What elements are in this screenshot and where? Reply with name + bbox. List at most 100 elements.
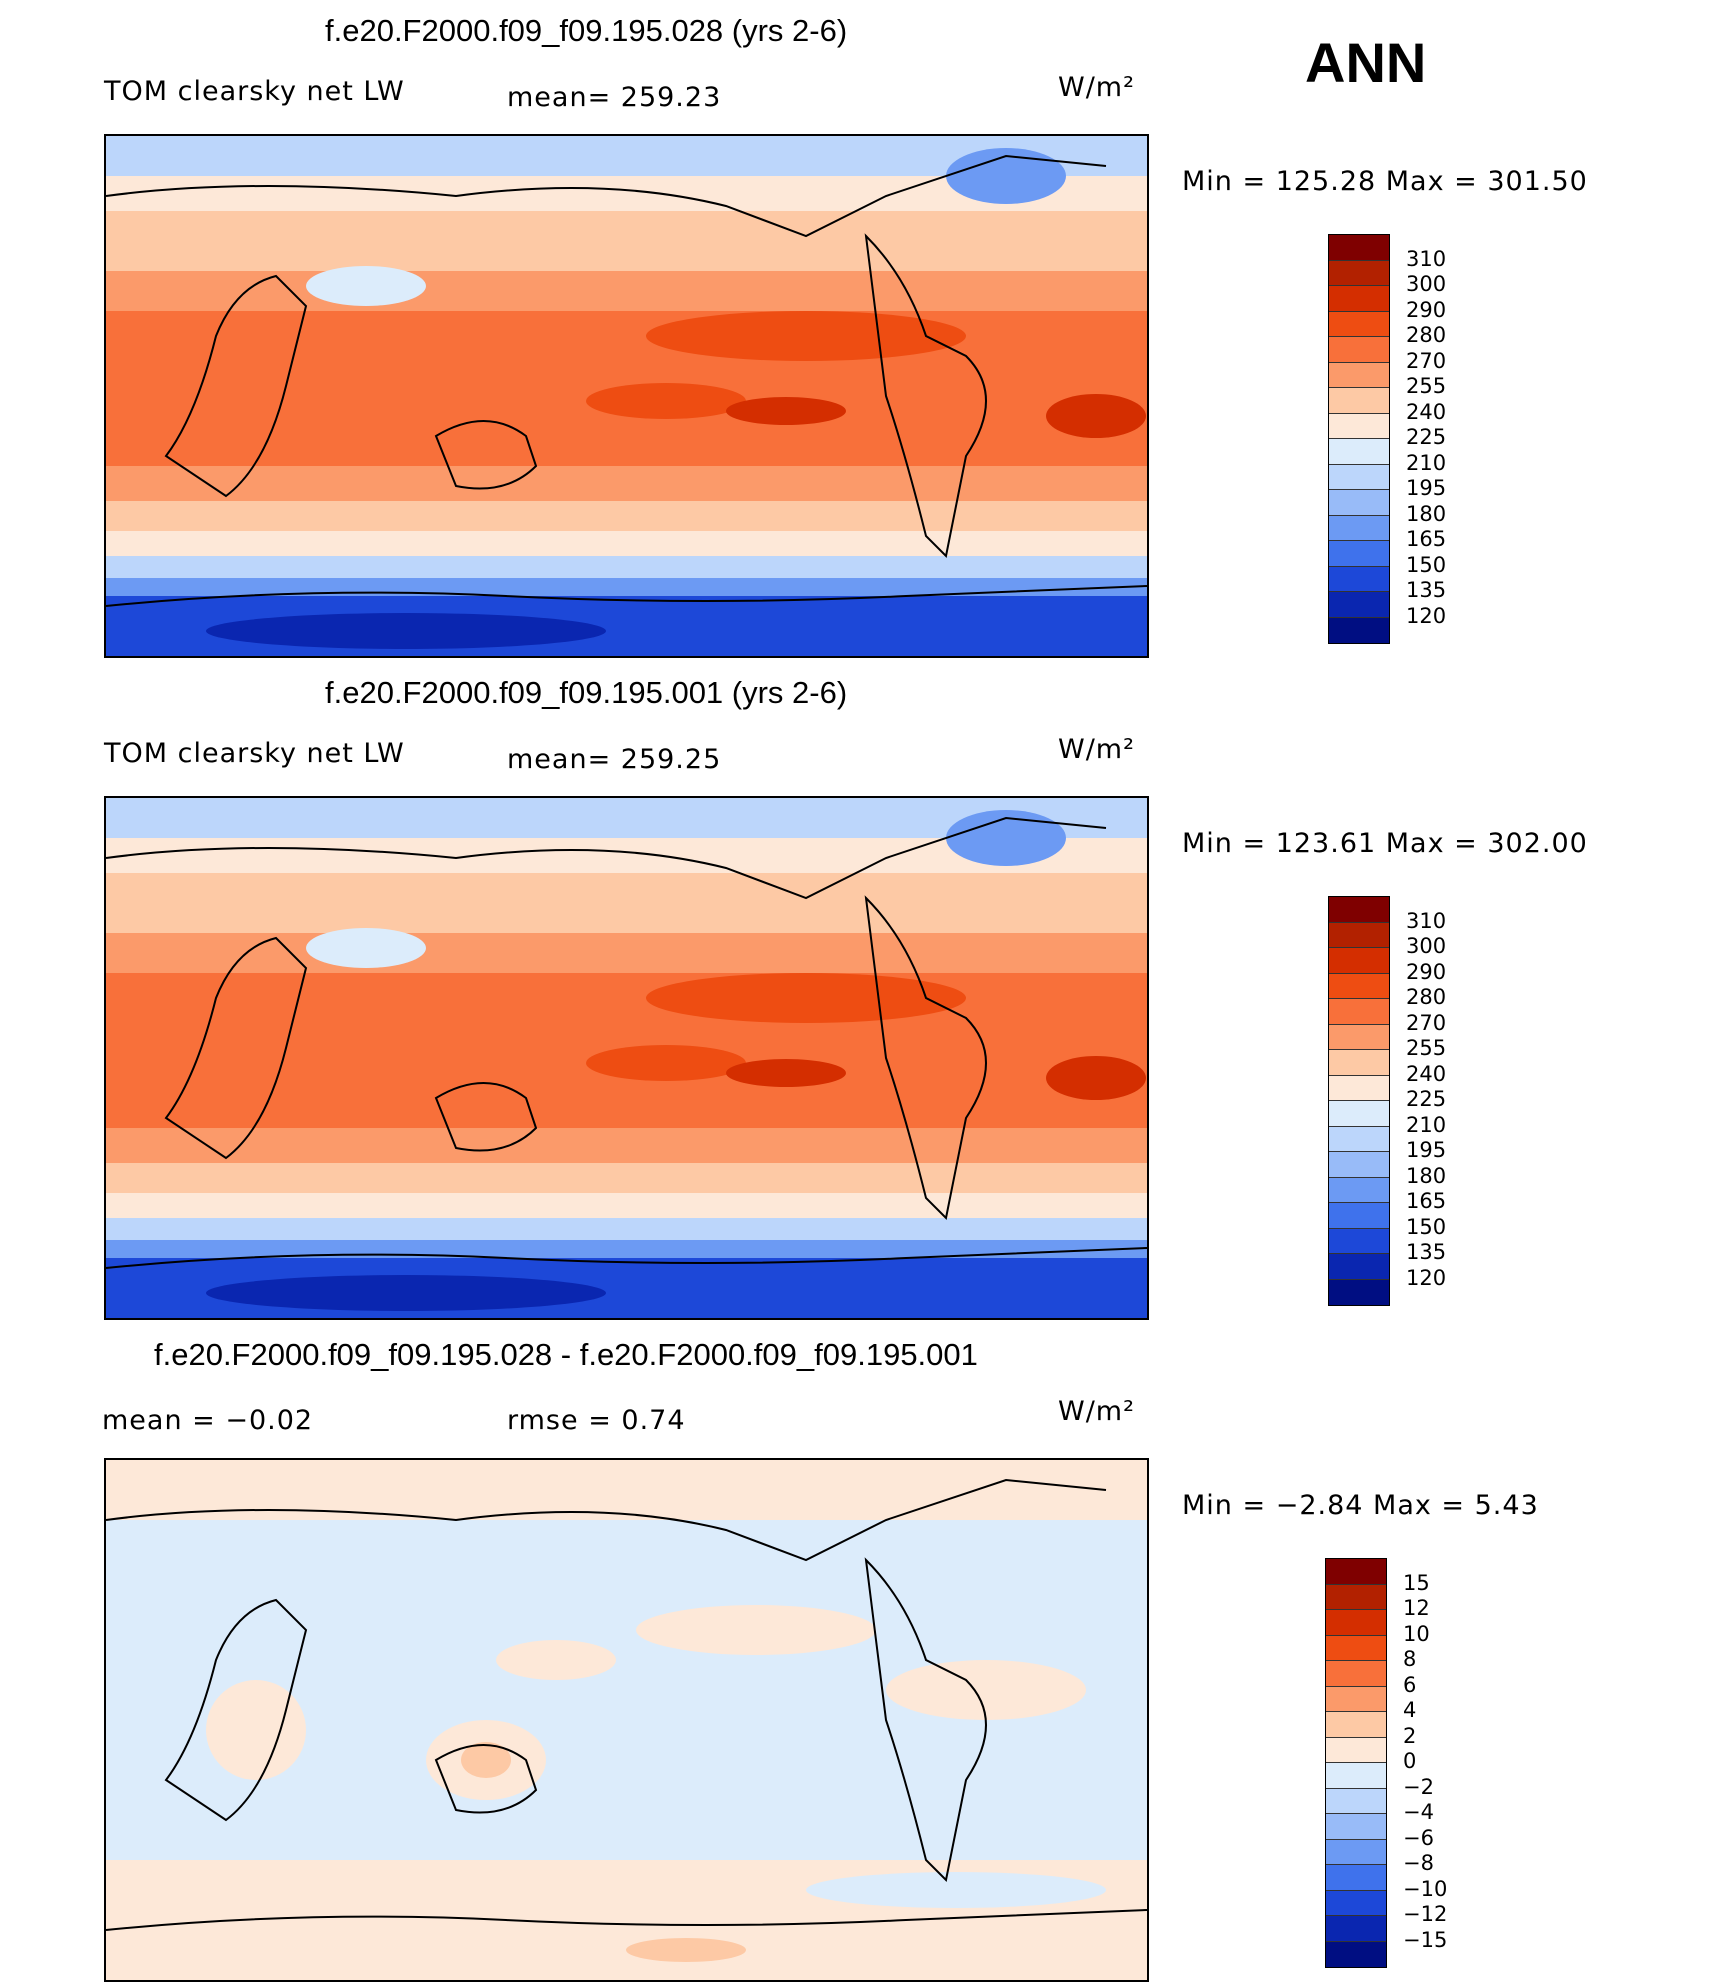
panel-3-map-field [106, 1460, 1147, 1980]
colorbar-tick-label: −4 [1403, 1800, 1434, 1824]
colorbar-tick-label: 8 [1403, 1647, 1417, 1671]
colorbar-tick-label: 270 [1406, 348, 1447, 373]
panel-3-rmse-label: rmse = 0.74 [507, 1405, 686, 1436]
colorbar-tick-label: 290 [1406, 959, 1447, 984]
colorbar-tick-label: −15 [1403, 1927, 1448, 1952]
colorbar-swatch [1329, 1126, 1389, 1152]
colorbar-swatch [1329, 1203, 1389, 1229]
colorbar-tick-label: 15 [1403, 1570, 1430, 1595]
colorbar-swatch [1329, 515, 1389, 541]
colorbar-swatch [1326, 1916, 1386, 1942]
colorbar-tick-label: 0 [1403, 1749, 1417, 1773]
colorbar-swatch [1326, 1814, 1386, 1840]
colorbar-swatch [1329, 286, 1389, 312]
colorbar-tick-label: 255 [1406, 374, 1447, 398]
season-label: ANN [1305, 31, 1427, 94]
panel-3-title: f.e20.F2000.f09_f09.195.028 - f.e20.F200… [154, 1337, 978, 1372]
colorbar-tick-label: 270 [1406, 1010, 1447, 1035]
colorbar-tick-label: 120 [1406, 1265, 1447, 1290]
colorbar-swatch [1329, 1152, 1389, 1178]
panel-3-map [104, 1458, 1149, 1982]
colorbar-swatch [1329, 260, 1389, 286]
colorbar-swatch [1326, 1839, 1386, 1865]
colorbar-swatch [1326, 1763, 1386, 1789]
panel-3-colorbar [1325, 1558, 1387, 1968]
colorbar-tick-label: 2 [1403, 1723, 1417, 1748]
colorbar-tick-label: 210 [1406, 450, 1447, 475]
colorbar-swatch [1329, 235, 1389, 261]
colorbar-tick-label: 165 [1406, 527, 1447, 551]
colorbar-tick-label: 310 [1406, 908, 1447, 933]
colorbar-tick-label: 120 [1406, 603, 1447, 628]
panel-1-mean-label: mean= 259.23 [507, 82, 722, 113]
colorbar-swatch [1329, 541, 1389, 567]
colorbar-swatch [1326, 1890, 1386, 1916]
panel-2-minmax: Min = 123.61 Max = 302.00 [1182, 828, 1588, 859]
colorbar-swatch [1326, 1661, 1386, 1687]
colorbar-tick-label: 240 [1406, 1061, 1447, 1086]
colorbar-tick-label: −8 [1403, 1851, 1434, 1875]
colorbar-tick-label: −12 [1403, 1902, 1448, 1926]
colorbar-swatch [1329, 337, 1389, 363]
colorbar-tick-label: 4 [1403, 1698, 1417, 1722]
panel-2-mean-label: mean= 259.25 [507, 744, 722, 775]
colorbar-swatch [1329, 566, 1389, 592]
panel-1-colorbar [1328, 234, 1390, 644]
panel-2-variable-label: TOM clearsky net LW [104, 738, 405, 769]
colorbar-swatch [1329, 1050, 1389, 1076]
colorbar-swatch [1329, 1279, 1389, 1305]
colorbar-swatch [1329, 490, 1389, 516]
colorbar-swatch [1329, 362, 1389, 388]
colorbar-tick-label: 165 [1406, 1189, 1447, 1213]
colorbar-swatch [1326, 1941, 1386, 1967]
colorbar-tick-label: 135 [1406, 578, 1447, 602]
colorbar-swatch [1329, 897, 1389, 923]
colorbar-swatch [1329, 1024, 1389, 1050]
colorbar-tick-label: −6 [1403, 1825, 1434, 1850]
panel-1-minmax: Min = 125.28 Max = 301.50 [1182, 166, 1588, 197]
colorbar-tick-label: 150 [1406, 1214, 1447, 1239]
panel-3-mean-label: mean = −0.02 [102, 1405, 314, 1436]
colorbar-tick-label: 10 [1403, 1621, 1430, 1646]
colorbar-swatch [1326, 1712, 1386, 1738]
panel-3-units: W/m² [1058, 1396, 1135, 1427]
colorbar-tick-label: 280 [1406, 985, 1447, 1009]
panel-2-map-field [106, 798, 1147, 1318]
colorbar-swatch [1329, 1075, 1389, 1101]
colorbar-swatch [1329, 388, 1389, 414]
colorbar-swatch [1329, 1228, 1389, 1254]
panel-3-minmax: Min = −2.84 Max = 5.43 [1182, 1490, 1539, 1521]
colorbar-tick-label: 6 [1403, 1672, 1417, 1697]
colorbar-swatch [1329, 1254, 1389, 1280]
colorbar-swatch [1329, 592, 1389, 618]
colorbar-swatch [1329, 948, 1389, 974]
colorbar-tick-label: 180 [1406, 1163, 1447, 1188]
colorbar-swatch [1326, 1865, 1386, 1891]
colorbar-tick-label: 210 [1406, 1112, 1447, 1137]
colorbar-swatch [1329, 999, 1389, 1025]
colorbar-tick-label: −2 [1403, 1774, 1434, 1799]
panel-2-units: W/m² [1058, 734, 1135, 765]
colorbar-tick-label: 300 [1406, 272, 1447, 296]
panel-1-units: W/m² [1058, 72, 1135, 103]
colorbar-tick-label: 195 [1406, 476, 1447, 500]
colorbar-swatch [1329, 1101, 1389, 1127]
colorbar-swatch [1329, 413, 1389, 439]
colorbar-tick-label: 180 [1406, 501, 1447, 526]
panel-1-title: f.e20.F2000.f09_f09.195.028 (yrs 2-6) [325, 13, 848, 48]
colorbar-tick-label: 255 [1406, 1036, 1447, 1060]
colorbar-tick-label: 150 [1406, 552, 1447, 577]
colorbar-swatch [1329, 973, 1389, 999]
colorbar-tick-label: 240 [1406, 399, 1447, 424]
colorbar-swatch [1326, 1686, 1386, 1712]
colorbar-tick-label: 290 [1406, 297, 1447, 322]
colorbar-swatch [1326, 1788, 1386, 1814]
panel-1-map-field [106, 136, 1147, 656]
panel-1-map [104, 134, 1149, 658]
colorbar-swatch [1329, 311, 1389, 337]
colorbar-tick-label: 225 [1406, 1087, 1447, 1111]
panel-2-colorbar [1328, 896, 1390, 1306]
colorbar-tick-label: −10 [1403, 1876, 1448, 1901]
colorbar-swatch [1329, 922, 1389, 948]
colorbar-swatch [1329, 464, 1389, 490]
